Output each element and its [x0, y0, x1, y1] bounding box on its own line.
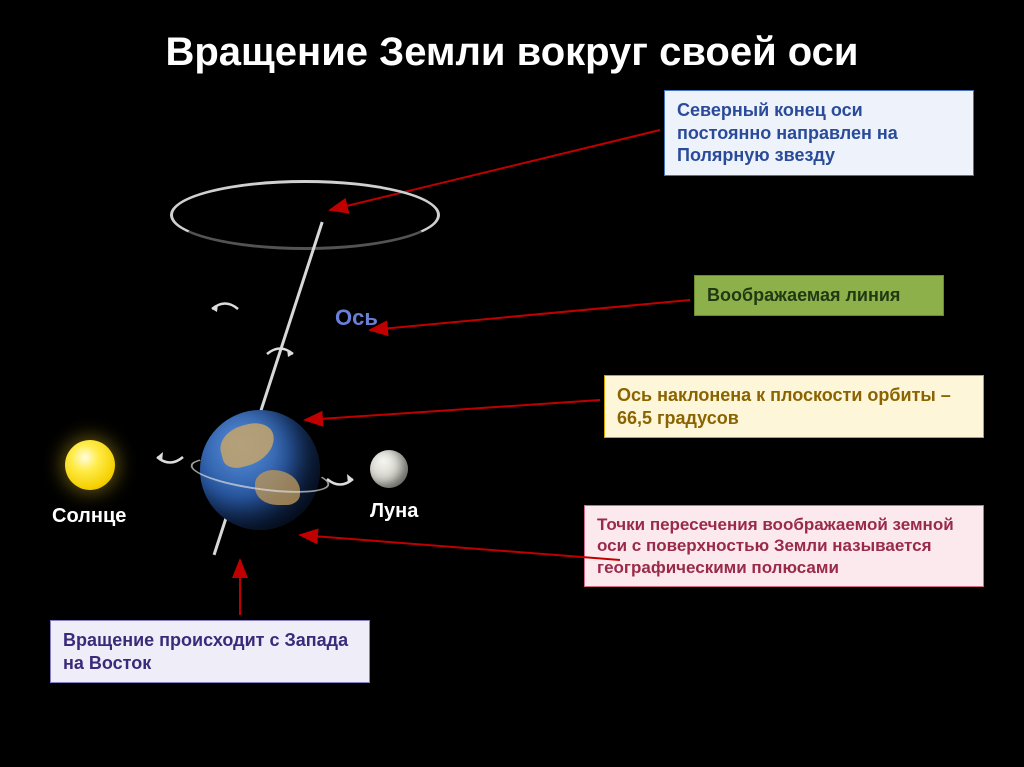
- rotation-arrow-icon: [155, 448, 185, 466]
- rotation-arrow-icon: [325, 470, 355, 488]
- precession-ring: [170, 180, 440, 250]
- slide: Вращение Земли вокруг своей оси Северный…: [0, 0, 1024, 767]
- moon-label: Луна: [370, 500, 418, 523]
- sun-icon: [65, 440, 115, 490]
- callout-north-pole: Северный конец оси постоянно направлен н…: [664, 90, 974, 176]
- rotation-arrow-icon: [265, 345, 295, 363]
- callout-tilt: Ось наклонена к плоскости орбиты – 66,5 …: [604, 375, 984, 438]
- callout-direction: Вращение происходит с Запада на Восток: [50, 620, 370, 683]
- moon-icon: [370, 450, 408, 488]
- callout-imaginary-line: Воображаемая линия: [694, 275, 944, 316]
- slide-title: Вращение Земли вокруг своей оси: [0, 30, 1024, 75]
- axis-label: Ось: [335, 305, 378, 331]
- callout-poles: Точки пересечения воображаемой земной ос…: [584, 505, 984, 587]
- rotation-diagram: Ось Солнце Луна: [60, 170, 520, 590]
- rotation-arrow-icon: [210, 300, 240, 318]
- sun-label: Солнце: [52, 505, 126, 528]
